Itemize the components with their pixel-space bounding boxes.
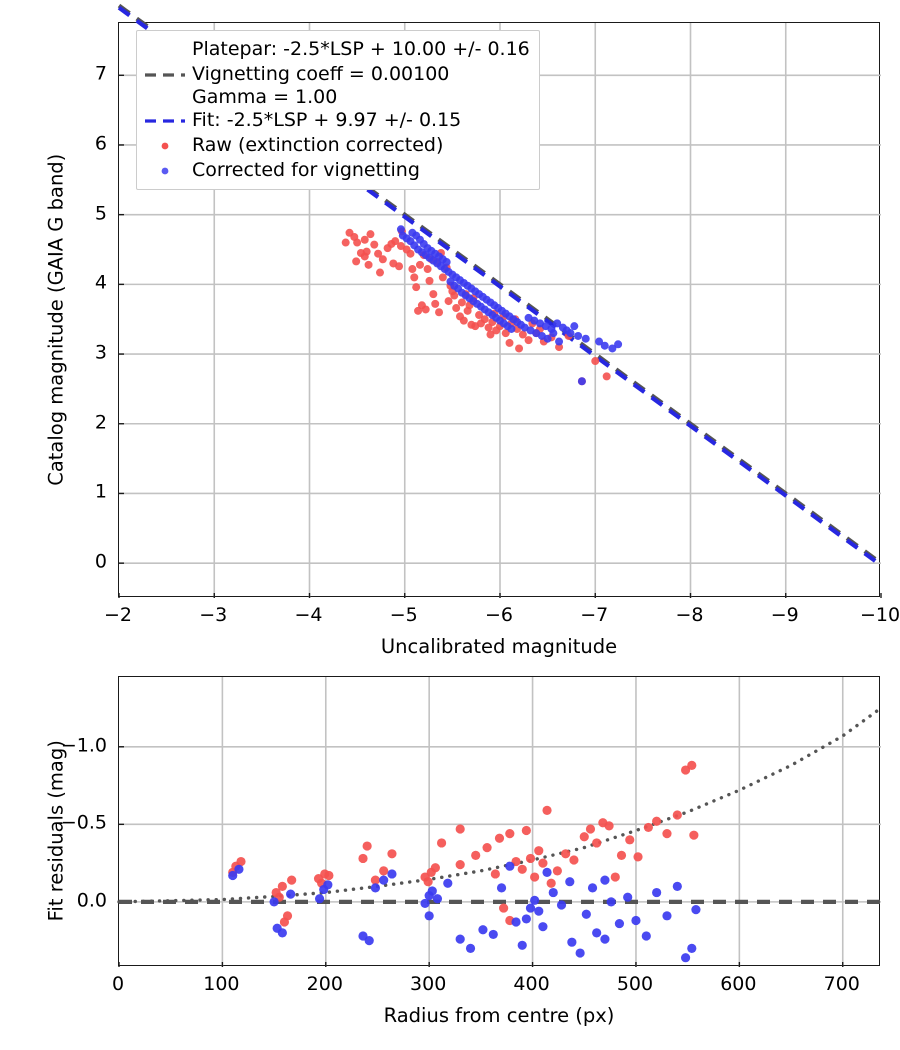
- y-tick-label: 6: [94, 132, 107, 155]
- y-tick-label: 1: [94, 480, 107, 503]
- legend-entry-platepar: Platepar: -2.5*LSP + 10.00 +/- 0.16: [144, 37, 530, 62]
- legend-entry-vignetting: Vignetting coeff = 0.00100: [144, 62, 530, 87]
- legend-entry-raw: Raw (extinction corrected): [144, 133, 530, 158]
- y-tick-label: 2: [94, 411, 107, 434]
- y-tick-label: 5: [94, 202, 107, 225]
- y-tick-label: 4: [94, 271, 107, 294]
- y-tick-label: 0: [94, 550, 107, 573]
- x-tick-label: −7: [580, 604, 609, 626]
- legend-label-fit: Fit: -2.5*LSP + 9.97 +/- 0.15: [192, 109, 462, 132]
- top-panel-y-axis-title: Catalog magnitude (GAIA G band): [44, 153, 68, 486]
- legend-key-blank: [144, 40, 186, 60]
- dashed-gray-line-icon: [144, 65, 186, 85]
- top-panel-x-axis-title: Uncalibrated magnitude: [380, 635, 618, 658]
- y-tick-label: 0.0: [76, 889, 107, 912]
- dashed-blue-line-icon: [144, 111, 186, 131]
- legend-label-platepar: Platepar: -2.5*LSP + 10.00 +/- 0.16: [192, 37, 530, 60]
- x-tick-label: 100: [203, 973, 240, 995]
- y-tick-label: −0.5: [60, 811, 107, 834]
- reference-line: [117, 706, 883, 904]
- legend-label-raw: Raw (extinction corrected): [192, 134, 444, 157]
- x-tick-label: −10: [859, 604, 900, 626]
- x-tick-label: −9: [770, 604, 799, 626]
- y-tick-label: 3: [94, 341, 107, 364]
- x-tick-label: −4: [294, 604, 323, 626]
- bottom-panel-y-axis-title: Fit residuals (mag): [44, 740, 68, 922]
- red-dot-marker-icon: [144, 136, 186, 156]
- x-tick-label: 500: [616, 973, 654, 995]
- x-tick-label: −2: [103, 604, 133, 626]
- scatter-series: [228, 861, 701, 963]
- legend-label-corrected: Corrected for vignetting: [192, 159, 420, 182]
- x-tick-label: −5: [389, 604, 418, 626]
- scatter-series: [228, 760, 699, 927]
- y-tick-label: −1.0: [60, 734, 107, 757]
- x-tick-label: 400: [513, 973, 550, 995]
- bottom-panel-plot-area: [117, 677, 883, 967]
- legend: Platepar: -2.5*LSP + 10.00 +/- 0.16 Vign…: [136, 30, 540, 191]
- x-tick-label: −3: [199, 604, 228, 626]
- x-tick-label: 0: [111, 973, 125, 995]
- x-tick-label: 200: [306, 973, 343, 995]
- y-tick-label: 7: [94, 62, 107, 85]
- blue-dot-marker-icon: [144, 161, 186, 181]
- legend-label-vignetting: Vignetting coeff = 0.00100: [192, 62, 450, 85]
- x-tick-label: 600: [720, 973, 757, 995]
- scatter-series: [396, 225, 623, 386]
- bottom-panel-axes: [117, 676, 883, 967]
- x-tick-label: −6: [484, 604, 514, 626]
- legend-label-gamma: Gamma = 1.00: [192, 86, 338, 108]
- x-tick-label: 700: [823, 973, 860, 995]
- legend-entry-fit: Fit: -2.5*LSP + 9.97 +/- 0.15: [144, 108, 530, 133]
- x-tick-label: −8: [675, 604, 704, 626]
- x-tick-label: 300: [410, 973, 447, 995]
- legend-entry-corrected: Corrected for vignetting: [144, 158, 530, 183]
- bottom-panel-x-axis-title: Radius from centre (px): [383, 1004, 615, 1027]
